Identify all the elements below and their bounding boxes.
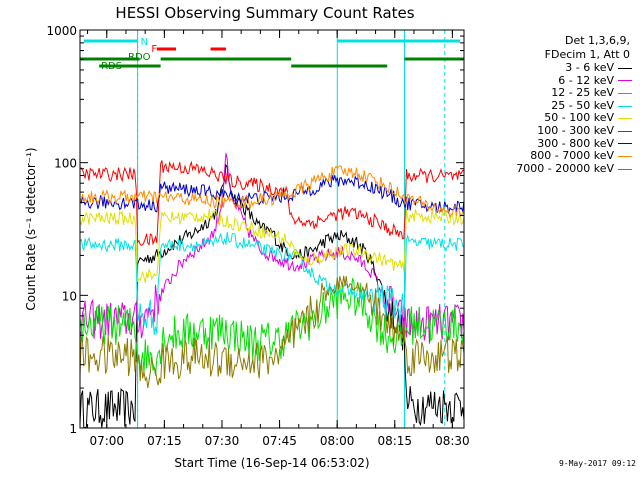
legend-entry: 6 - 12 keV <box>470 73 636 88</box>
night-label: N <box>141 37 148 48</box>
chart-title: HESSI Observing Summary Count Rates <box>115 4 414 22</box>
series-line-1 <box>79 153 465 344</box>
plot-frame <box>79 29 465 429</box>
legend-entry-label: 25 - 50 keV <box>551 98 614 112</box>
legend-swatch <box>618 155 632 157</box>
rds-label: RDS <box>101 61 122 72</box>
legend-entry: 100 - 300 keV <box>470 123 636 138</box>
legend-entry-label: 50 - 100 keV <box>544 111 614 125</box>
legend-swatch <box>618 92 632 94</box>
legend-entry-label: 3 - 6 keV <box>565 61 614 74</box>
x-tick-label: 08:15 <box>377 434 412 448</box>
legend-entry: 25 - 50 keV <box>470 98 636 113</box>
legend-entry: 800 - 7000 keV <box>470 150 636 163</box>
legend-swatch <box>618 168 632 170</box>
series-line-8 <box>79 275 465 389</box>
legend-swatch <box>618 143 632 145</box>
series-line-7 <box>79 165 465 219</box>
legend-swatch <box>618 118 632 120</box>
x-axis-label: Start Time (16-Sep-14 06:53:02) <box>174 456 369 470</box>
x-tick-label: 07:15 <box>147 434 182 448</box>
legend-entry-label: 800 - 7000 keV <box>530 149 614 163</box>
x-tick-label: 07:00 <box>89 434 124 448</box>
legend-entry: 300 - 800 keV <box>470 136 636 151</box>
legend-entry: 7000 - 20000 keV <box>470 161 636 176</box>
legend-header-line-2: FDecim 1, Att 0 <box>544 48 630 61</box>
y-axis-ticks: 1 10 100 1000 <box>46 24 464 436</box>
x-tick-label: 08:30 <box>435 434 470 448</box>
legend-entry-label: 100 - 300 keV <box>537 123 614 137</box>
x-tick-label: 07:45 <box>262 434 297 448</box>
x-tick-label: 07:30 <box>205 434 240 448</box>
flare-label: F <box>151 44 157 55</box>
legend-header-line-1: Det 1,3,6,9, <box>564 34 630 47</box>
legend-entry-label: 300 - 800 keV <box>537 136 614 150</box>
y-tick-label: 10 <box>62 289 77 303</box>
rdo-label: RDO <box>128 52 151 63</box>
footer-date: 9-May-2017 09:12 <box>558 459 636 468</box>
series-line-5 <box>79 160 464 246</box>
legend-swatch <box>618 105 632 107</box>
y-tick-label: 100 <box>54 157 77 171</box>
series-line-4 <box>79 208 465 283</box>
legend-entry-label: 7000 - 20000 keV <box>516 161 614 175</box>
y-axis-label: Count Rate (s⁻¹ detector⁻¹) <box>24 147 38 310</box>
y-tick-label: 1 <box>69 422 77 436</box>
legend-swatch <box>618 80 632 82</box>
series-line-3 <box>79 232 465 335</box>
legend: Det 1,3,6,9, FDecim 1, Att 0 3 - 6 keV 6 … <box>470 34 636 175</box>
x-axis-ticks: 07:00 07:15 07:30 07:45 08:00 08:15 08:30 <box>87 30 470 448</box>
legend-swatch <box>618 130 632 132</box>
legend-entry: 3 - 6 keV <box>470 61 636 75</box>
legend-entry: 12 - 25 keV <box>470 87 636 100</box>
x-tick-label: 08:00 <box>320 434 355 448</box>
y-tick-label: 1000 <box>46 24 77 38</box>
legend-swatch <box>618 67 632 69</box>
legend-entry-label: 6 - 12 keV <box>558 73 614 87</box>
legend-entries: 3 - 6 keV 6 - 12 keV 12 - 25 keV 25 - 50 ke… <box>470 61 636 176</box>
legend-entry-label: 12 - 25 keV <box>551 86 614 100</box>
legend-entry: 50 - 100 keV <box>470 112 636 125</box>
